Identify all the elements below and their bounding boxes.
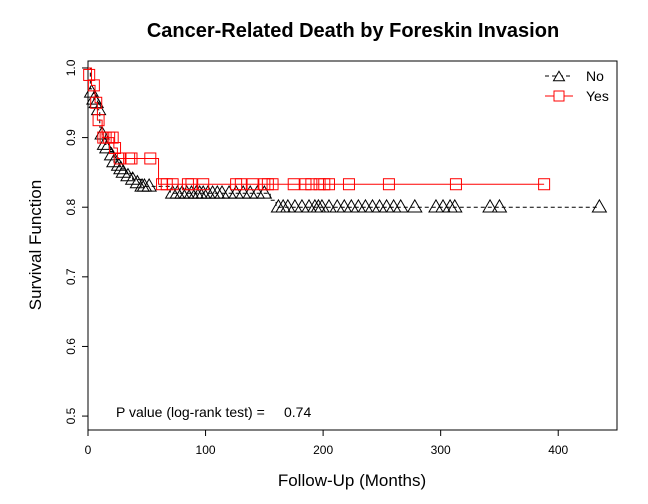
censor-mark-triangle-icon (221, 185, 237, 199)
censor-mark-triangle-icon (482, 198, 498, 213)
censor-mark-triangle-icon (294, 198, 310, 213)
censor-mark-square-icon (197, 178, 210, 191)
censor-mark-triangle-icon (378, 198, 395, 213)
y-tick-label: 1.0 (64, 59, 78, 76)
x-tick-label: 300 (431, 443, 451, 457)
censor-mark-square-icon (449, 178, 462, 191)
censor-mark-square-icon (342, 178, 355, 191)
censor-mark-square-icon (106, 131, 119, 144)
censor-mark-triangle-icon (406, 198, 423, 213)
x-axis: 0 100 200 300 400 (85, 430, 569, 457)
censor-mark-triangle-icon (279, 198, 296, 213)
censor-mark-square-icon (125, 152, 138, 165)
censor-mark-square-icon (113, 152, 126, 165)
censor-mark-triangle-icon (275, 198, 292, 213)
censor-mark-square-icon (109, 142, 122, 155)
series-yes (83, 67, 551, 191)
y-tick-label: 0.7 (64, 268, 78, 285)
censor-mark-square-icon (87, 79, 100, 92)
y-axis: 0.5 0.6 0.7 0.8 0.9 1.0 (64, 59, 88, 424)
censor-mark-triangle-icon (442, 198, 458, 213)
censor-mark-triangle-icon (591, 198, 608, 213)
censor-mark-triangle-icon (141, 178, 157, 192)
censor-mark-triangle-icon (214, 185, 230, 199)
y-tick-label: 0.8 (64, 199, 78, 216)
censor-mark-square-icon (382, 178, 395, 191)
x-tick-label: 100 (196, 443, 216, 457)
pvalue-label: P value (log-rank test) = (116, 404, 265, 420)
legend-square-icon (553, 90, 565, 102)
censor-mark-triangle-icon (209, 185, 226, 199)
y-axis-label: Survival Function (26, 180, 45, 310)
censor-mark-square-icon (83, 68, 96, 81)
censor-mark-square-icon (246, 178, 259, 191)
survival-step-line (88, 67, 545, 185)
censor-mark-square-icon (166, 178, 179, 191)
censor-mark-square-icon (185, 178, 198, 191)
censor-mark-triangle-icon (428, 198, 444, 213)
y-tick-label: 0.9 (64, 129, 78, 146)
censor-mark-triangle-icon (88, 94, 105, 109)
censor-mark-square-icon (322, 178, 335, 191)
censor-mark-triangle-icon (357, 198, 374, 213)
legend: No Yes (545, 68, 609, 104)
censor-mark-square-icon (305, 178, 318, 191)
censor-mark-triangle-icon (491, 198, 508, 213)
censor-mark-triangle-icon (98, 139, 115, 154)
pvalue-value: 0.74 (284, 404, 311, 420)
censor-mark-square-icon (266, 178, 279, 191)
censor-mark-square-icon (144, 152, 157, 165)
censor-mark-triangle-icon (228, 185, 244, 199)
censor-mark-triangle-icon (446, 198, 463, 213)
censor-mark-triangle-icon (364, 198, 381, 213)
x-tick-label: 200 (313, 443, 333, 457)
plot-frame (87, 60, 618, 431)
censor-mark-square-icon (538, 178, 551, 191)
censor-mark-square-icon (92, 114, 105, 127)
censor-mark-triangle-icon (235, 185, 252, 199)
x-tick-label: 0 (85, 443, 92, 457)
y-tick-label: 0.5 (64, 407, 78, 424)
censor-mark-triangle-icon (136, 178, 153, 192)
censor-mark-triangle-icon (204, 185, 221, 199)
censor-mark-triangle-icon (371, 198, 388, 213)
legend-label-yes: Yes (586, 88, 609, 104)
censor-mark-triangle-icon (242, 185, 259, 199)
censor-mark-square-icon (234, 178, 247, 191)
censor-mark-triangle-icon (270, 198, 287, 213)
censor-mark-triangle-icon (94, 125, 110, 140)
x-tick-label: 400 (548, 443, 568, 457)
censor-mark-triangle-icon (343, 198, 360, 213)
x-axis-label: Follow-Up (Months) (278, 471, 426, 490)
censor-mark-square-icon (287, 178, 300, 191)
censor-mark-triangle-icon (256, 185, 273, 199)
censor-mark-triangle-icon (385, 198, 402, 213)
legend-label-no: No (586, 68, 604, 84)
series-no (83, 67, 608, 213)
censor-mark-triangle-icon (350, 198, 367, 213)
censor-mark-triangle-icon (435, 198, 451, 213)
series-layer (83, 67, 608, 213)
censor-mark-square-icon (90, 96, 103, 109)
legend-triangle-icon (552, 70, 566, 82)
censor-mark-triangle-icon (287, 198, 303, 213)
chart-title: Cancer-Related Death by Foreskin Invasio… (147, 20, 559, 42)
censor-mark-triangle-icon (178, 185, 195, 199)
y-tick-label: 0.6 (64, 338, 78, 355)
censor-mark-triangle-icon (321, 198, 337, 213)
censor-mark-triangle-icon (336, 198, 353, 213)
censor-mark-triangle-icon (392, 198, 409, 213)
